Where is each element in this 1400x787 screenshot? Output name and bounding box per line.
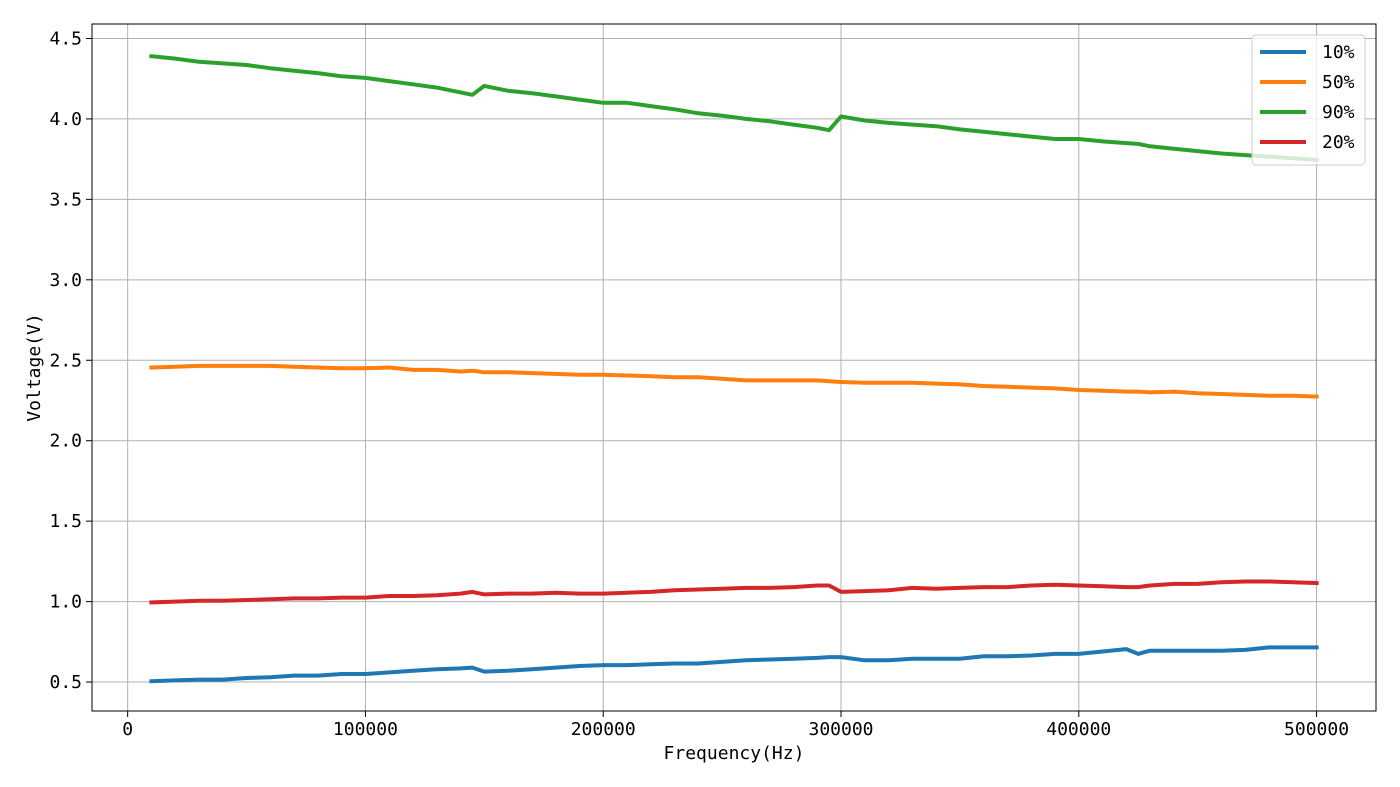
x-tick-label: 200000 [571,719,636,740]
x-axis-label: Frequency(Hz) [664,743,805,764]
legend-label: 10% [1322,42,1355,63]
x-tick-label: 400000 [1046,719,1111,740]
y-tick-label: 1.0 [49,592,82,613]
legend-label: 20% [1322,132,1355,153]
y-tick-label: 3.5 [49,189,82,210]
y-tick-label: 4.0 [49,109,82,130]
series-line-3 [149,579,1319,605]
x-tick-label: 0 [122,719,133,740]
legend-label: 50% [1322,72,1355,93]
legend-box [1251,34,1366,166]
x-tick-label: 300000 [808,719,873,740]
x-tick-label: 100000 [333,719,398,740]
series-line-0 [149,645,1319,684]
y-tick-label: 1.5 [49,511,82,532]
y-axis-label: Voltage(V) [24,313,45,421]
axis-ticks: 0 100000 200000 300000 400000 500000 0.5 1.0 1.5… [49,28,1349,740]
x-tick-label: 500000 [1284,719,1349,740]
y-tick-label: 4.5 [49,28,82,49]
y-tick-label: 2.0 [49,431,82,452]
series-lines [149,54,1319,684]
series-line-1 [149,363,1319,399]
series-line-2 [149,54,1319,163]
legend: 10% 50% 90% 20% [1251,34,1366,166]
axes-frame [91,23,1377,712]
y-tick-label: 0.5 [49,672,82,693]
y-tick-label: 3.0 [49,270,82,291]
y-tick-label: 2.5 [49,350,82,371]
legend-label: 90% [1322,102,1355,123]
